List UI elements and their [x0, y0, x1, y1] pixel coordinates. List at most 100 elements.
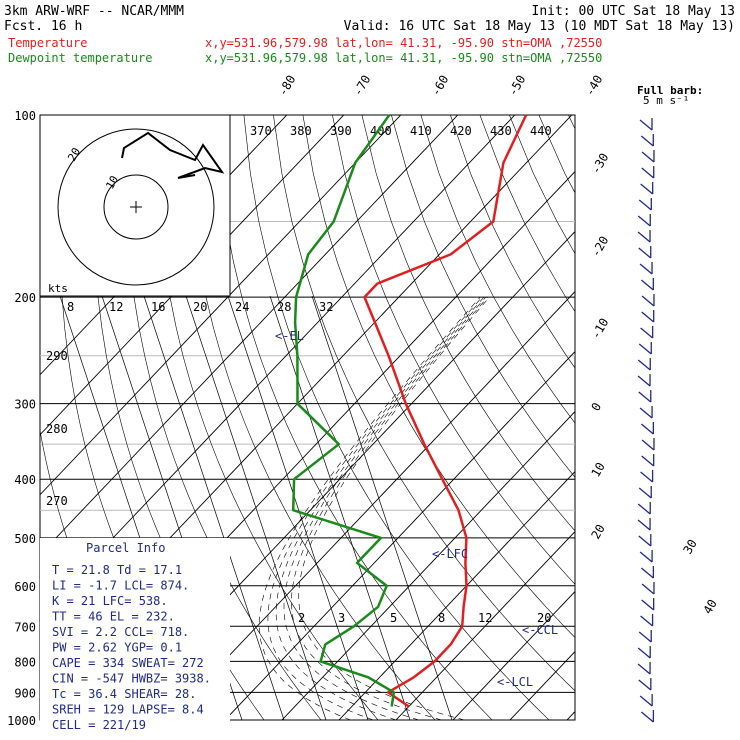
temperature-legend-label: Temperature	[8, 36, 87, 50]
wind-barb	[640, 711, 654, 723]
theta-label: 380	[290, 124, 312, 138]
wind-barb	[640, 423, 654, 435]
isotherm-label: 30	[680, 537, 699, 557]
wind-barbs	[637, 118, 655, 723]
isotherm-label: -10	[588, 316, 611, 342]
wind-barb	[639, 263, 653, 275]
wind-barb	[639, 695, 653, 707]
wind-barb	[641, 583, 655, 595]
isotherm	[167, 290, 575, 720]
annotation-label: <-CCL	[522, 623, 558, 637]
wind-barb	[638, 247, 652, 259]
isotherm	[40, 115, 345, 436]
wind-barb	[640, 567, 654, 579]
parcel-info-row: SREH = 129 LAPSE= 8.4	[52, 703, 204, 717]
hodograph-ring	[103, 174, 169, 240]
dry-adiabat	[155, 115, 379, 720]
diagram-grid	[39, 114, 740, 721]
pressure-label-800: 800	[14, 655, 36, 669]
theta-label: 440	[530, 124, 552, 138]
pressure-label-700: 700	[14, 620, 36, 634]
wind-barb	[641, 455, 655, 467]
dry-adiabat	[450, 115, 575, 369]
wind-barb	[641, 439, 655, 451]
parcel-info-row: CELL = 221/19	[52, 718, 146, 732]
wind-barb	[639, 119, 653, 131]
moist-adiabat	[267, 296, 483, 720]
isotherm	[338, 470, 575, 720]
wind-speed-label: 32	[319, 300, 333, 314]
dry-adiabat	[687, 115, 740, 720]
isotherm	[452, 590, 575, 720]
mixing-ratio-label: 20	[537, 611, 551, 625]
init-time: Init: 00 UTC Sat 18 May 13	[532, 4, 736, 19]
wind-barb	[637, 647, 651, 659]
isotherm-label: -30	[588, 151, 611, 177]
isotherm-label: -70	[350, 73, 373, 99]
wind-barb	[640, 615, 653, 627]
wind-speed-line	[269, 295, 411, 720]
isotherm	[281, 410, 575, 720]
isotherm-label: 10	[588, 460, 607, 480]
dry-adiabat	[243, 115, 550, 720]
hodograph-ring	[57, 128, 215, 286]
parcel-info-row: LI = -1.7 LCL= 874.	[52, 579, 189, 593]
hodograph: 10 20 kts 8 12 16 20 24 28 32	[39, 114, 333, 314]
dry-adiabat	[391, 115, 575, 478]
forecast-hour: Fcst. 16 h	[4, 19, 82, 34]
wind-barb	[641, 599, 655, 611]
theta-label: 280	[46, 422, 68, 436]
parcel-info-row: PW = 2.62 YGP= 0.1	[52, 641, 182, 655]
wind-speed-line	[311, 295, 453, 720]
mixing-ratio-label: 12	[478, 611, 492, 625]
dry-adiabat	[332, 115, 575, 585]
model-title: 3km ARW-WRF -- NCAR/MMM	[4, 4, 184, 19]
dewpoint-location: x,y=531.96,579.98 lat,lon= 41.31, -95.90…	[205, 51, 602, 65]
theta-label: 420	[450, 124, 472, 138]
annotation-label: <-LCL	[497, 675, 533, 689]
pressure-label-200: 200	[14, 291, 36, 305]
wind-barb	[640, 327, 654, 339]
theta-label: 370	[250, 124, 272, 138]
isotherm	[40, 115, 402, 496]
dry-adiabat	[479, 115, 575, 313]
wind-speed-label: 20	[193, 300, 207, 314]
dry-adiabat	[598, 115, 740, 720]
theta-label: 390	[330, 124, 352, 138]
wind-barb	[638, 199, 652, 211]
theta-label: 270	[46, 494, 68, 508]
wind-speed-label: 24	[235, 300, 249, 314]
annotation-label: <-EL	[275, 329, 304, 343]
isotherm	[566, 710, 575, 720]
theta-label: 290	[46, 349, 68, 363]
isotherm	[395, 530, 575, 720]
isotherm-label: -80	[275, 73, 298, 99]
moist-adiabat	[258, 296, 481, 720]
dry-adiabat	[273, 115, 575, 692]
wind-barb	[640, 183, 654, 195]
hodograph-frame	[39, 114, 231, 297]
moist-adiabat	[275, 296, 485, 720]
hodograph-ring-label: 10	[103, 174, 121, 192]
isotherm-label: -60	[428, 73, 451, 99]
parcel-info-row: T = 21.8 Td = 17.1	[52, 563, 182, 577]
wind-barb	[638, 487, 652, 499]
wind-barb	[639, 551, 653, 563]
annotation-label: <-LFC	[432, 547, 468, 561]
valid-time: Valid: 16 UTC Sat 18 May 13 (10 MDT Sat …	[344, 19, 735, 34]
isotherm-label: -50	[505, 73, 528, 99]
dry-adiabat	[302, 115, 575, 638]
barb-legend-line2: 5 m s⁻¹	[643, 94, 689, 107]
wind-speed-label: 8	[67, 300, 74, 314]
wind-barb	[639, 407, 653, 419]
dewpoint-legend-label: Dewpoint temperature	[8, 51, 153, 65]
wind-barb	[637, 519, 651, 531]
wind-barb	[638, 679, 652, 691]
trace-dewpoint-temperature	[291, 114, 396, 707]
dry-adiabat	[214, 115, 493, 720]
pressure-label-600: 600	[14, 580, 36, 594]
wind-speed-line	[185, 295, 327, 720]
pressure-label-1000: 1000	[7, 714, 36, 728]
